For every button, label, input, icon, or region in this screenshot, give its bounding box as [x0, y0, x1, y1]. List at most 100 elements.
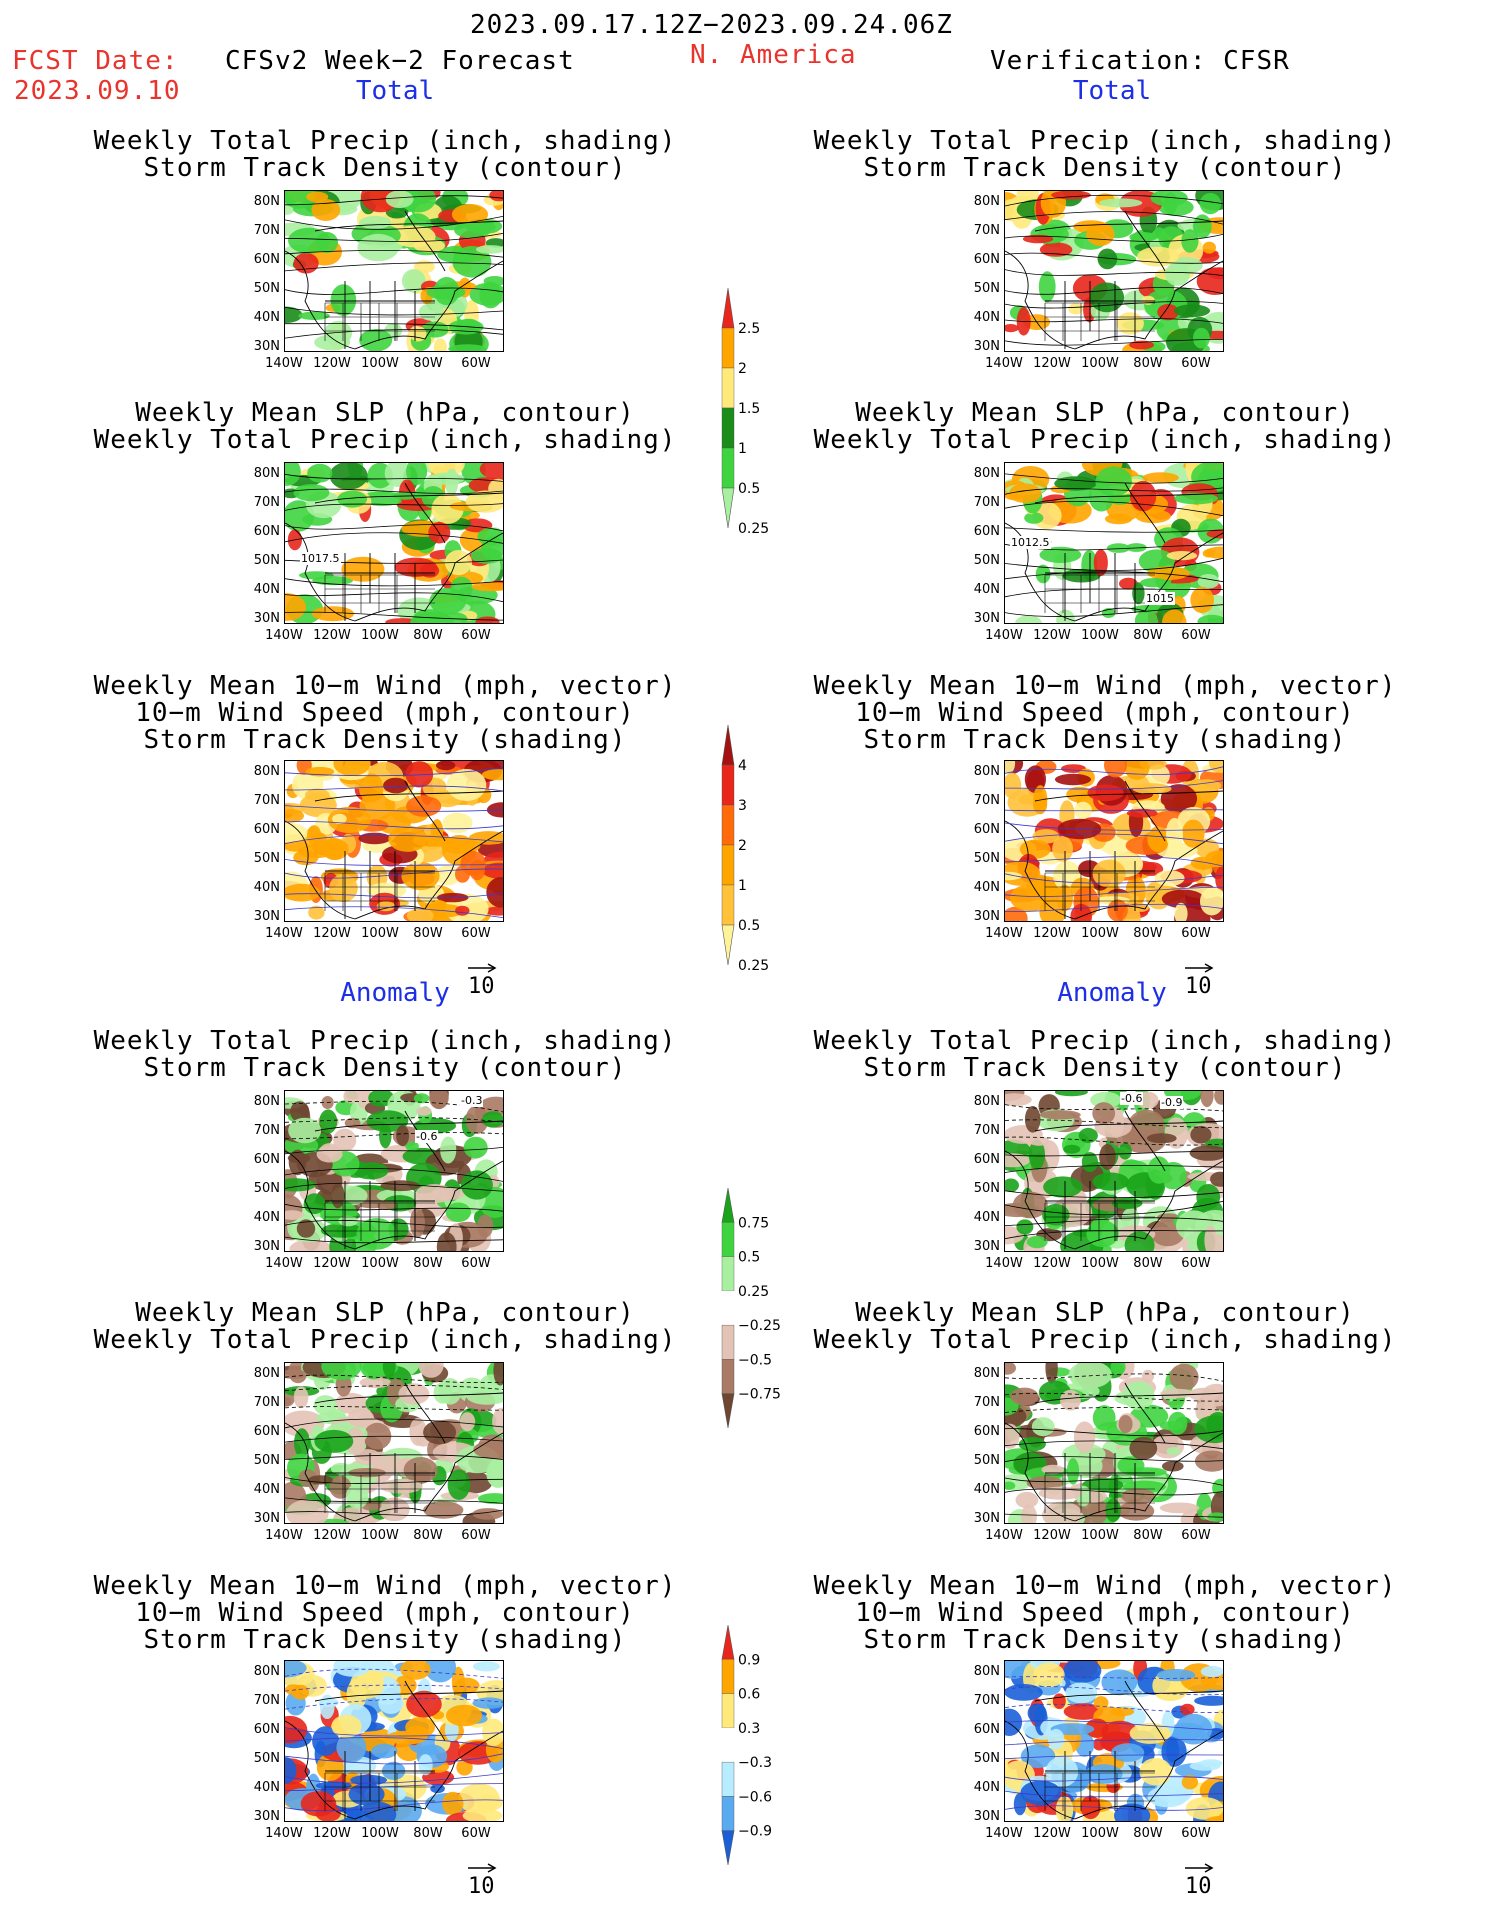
contours — [285, 767, 503, 918]
section-total-verification: Total — [1072, 76, 1152, 106]
colorbar-label: 0.6 — [738, 1687, 760, 1703]
lat-tick-label: 70N — [973, 1395, 1000, 1410]
lat-tick-label: 50N — [253, 1751, 280, 1766]
lat-tick-label: 70N — [973, 793, 1000, 808]
panel-title-line: Weekly Total Precip (inch, shading) — [813, 1325, 1397, 1355]
colorbar-segment — [721, 1693, 735, 1729]
state-borders — [324, 574, 435, 613]
lat-tick-label: 80N — [973, 1664, 1000, 1679]
shading-field — [1005, 761, 1223, 921]
section-anomaly-verification: Anomaly — [1057, 978, 1167, 1008]
lon-tick-label: 80W — [413, 1256, 443, 1271]
lat-tick-label: 30N — [253, 611, 280, 626]
lon-tick-label: 100W — [361, 1256, 399, 1271]
map-slp_total-forecast — [284, 462, 504, 624]
colorbar-segment — [721, 1393, 735, 1429]
lon-tick-label: 60W — [1181, 926, 1211, 941]
lat-tick-label: 80N — [253, 764, 280, 779]
contours — [285, 473, 503, 621]
state-borders — [324, 1474, 435, 1513]
lat-tick-label: 60N — [253, 524, 280, 539]
lon-tick-label: 100W — [1081, 356, 1119, 371]
colorbar-label: 2 — [738, 361, 747, 377]
ref-vector-label: 10 — [1185, 974, 1212, 999]
panel-title-line: Storm Track Density (shading) — [863, 1625, 1347, 1655]
lon-tick-label: 100W — [361, 1826, 399, 1841]
lon-tick-label: 140W — [985, 628, 1023, 643]
lat-tick-label: 40N — [253, 1482, 280, 1497]
colorbar-segment — [721, 844, 735, 886]
panel-title-precip_total-forecast: Weekly Total Precip (inch, shading) Storm… — [85, 128, 685, 182]
lat-tick-label: 60N — [253, 1722, 280, 1737]
lat-tick-label: 70N — [973, 223, 1000, 238]
map-canvas — [285, 1091, 503, 1251]
map-precip_anom-verification — [1004, 1090, 1224, 1252]
panel-title-line: Storm Track Density (shading) — [143, 725, 627, 755]
lat-tick-label: 80N — [973, 764, 1000, 779]
panel-title-wind_anom-verification: Weekly Mean 10−m Wind (mph, vector) 10−m … — [805, 1573, 1405, 1654]
lon-tick-label: 100W — [361, 628, 399, 643]
state-borders — [1044, 302, 1155, 341]
shading-field — [1005, 1091, 1223, 1251]
lat-tick-label: 70N — [253, 793, 280, 808]
colorbar-label: −0.9 — [738, 1824, 772, 1840]
panel-title-slp_anom-verification: Weekly Mean SLP (hPa, contour) Weekly Tot… — [805, 1300, 1405, 1354]
shading-field — [1005, 1363, 1223, 1523]
state-borders — [1044, 574, 1155, 613]
ref-vector-label: 10 — [468, 974, 495, 999]
panel-title-line: Weekly Mean 10−m Wind (mph, vector) — [93, 671, 677, 701]
contour-value-label: 1012.5 — [1010, 536, 1051, 549]
lon-tick-label: 80W — [413, 1826, 443, 1841]
lat-tick-label: 30N — [973, 339, 1000, 354]
colorbar-segment — [721, 287, 735, 329]
lat-tick-label: 80N — [253, 194, 280, 209]
shading-field — [285, 1091, 503, 1251]
map-wind_anom-verification — [1004, 1660, 1224, 1822]
lat-tick-label: 50N — [973, 1453, 1000, 1468]
region-label: N. America — [690, 40, 857, 70]
colorbar-precip-total: 2.5 2 1.5 1 0.5 0.25 — [718, 268, 848, 562]
panel-title-line: Weekly Mean 10−m Wind (mph, vector) — [813, 671, 1397, 701]
panel-title-line: Storm Track Density (contour) — [863, 1053, 1347, 1083]
colorbar-label: 0.25 — [738, 1284, 769, 1300]
lat-tick-label: 50N — [973, 851, 1000, 866]
colorbar-storm-anom: 0.9 0.6 0.3 −0.3 −0.6 −0.9 — [718, 1605, 848, 1899]
lon-tick-label: 100W — [361, 356, 399, 371]
lat-tick-label: 30N — [253, 909, 280, 924]
lat-tick-label: 40N — [973, 1482, 1000, 1497]
colorbar-label: 2 — [738, 838, 747, 854]
lon-tick-label: 60W — [461, 926, 491, 941]
panel-title-line: Storm Track Density (contour) — [863, 153, 1347, 183]
lat-tick-label: 30N — [973, 909, 1000, 924]
colorbar-label: 0.5 — [738, 481, 760, 497]
panel-title-wind_total-forecast: Weekly Mean 10−m Wind (mph, vector) 10−m … — [85, 673, 685, 754]
panel-title-precip_total-verification: Weekly Total Precip (inch, shading) Storm… — [805, 128, 1405, 182]
lon-tick-label: 80W — [1133, 356, 1163, 371]
panel-title-line: 10−m Wind Speed (mph, contour) — [855, 698, 1355, 728]
lat-tick-label: 30N — [973, 611, 1000, 626]
contour-value-label: -0.6 — [415, 1130, 439, 1143]
map-canvas — [1005, 761, 1223, 921]
map-canvas — [285, 463, 503, 623]
contours — [285, 1100, 503, 1244]
contours — [1005, 766, 1223, 912]
colorbar-label: −0.25 — [738, 1318, 781, 1334]
shading-field — [285, 191, 503, 351]
lat-tick-label: 60N — [973, 252, 1000, 267]
lat-tick-label: 30N — [973, 1239, 1000, 1254]
lon-tick-label: 60W — [461, 356, 491, 371]
lat-tick-label: 60N — [973, 1424, 1000, 1439]
colorbar-label: −0.6 — [738, 1789, 772, 1805]
panel-title-wind_total-verification: Weekly Mean 10−m Wind (mph, vector) 10−m … — [805, 673, 1405, 754]
map-precip_anom-forecast — [284, 1090, 504, 1252]
colorbar-label: 2.5 — [738, 321, 760, 337]
lon-tick-label: 140W — [265, 1528, 303, 1543]
contour-value-label: -0.3 — [460, 1094, 484, 1107]
lat-tick-label: 60N — [973, 1722, 1000, 1737]
panel-title-line: Storm Track Density (contour) — [143, 1053, 627, 1083]
lat-tick-label: 50N — [253, 851, 280, 866]
lat-tick-label: 40N — [253, 1780, 280, 1795]
lon-tick-label: 120W — [1033, 628, 1071, 643]
lat-tick-label: 50N — [253, 281, 280, 296]
colorbar-segment — [722, 1727, 734, 1763]
